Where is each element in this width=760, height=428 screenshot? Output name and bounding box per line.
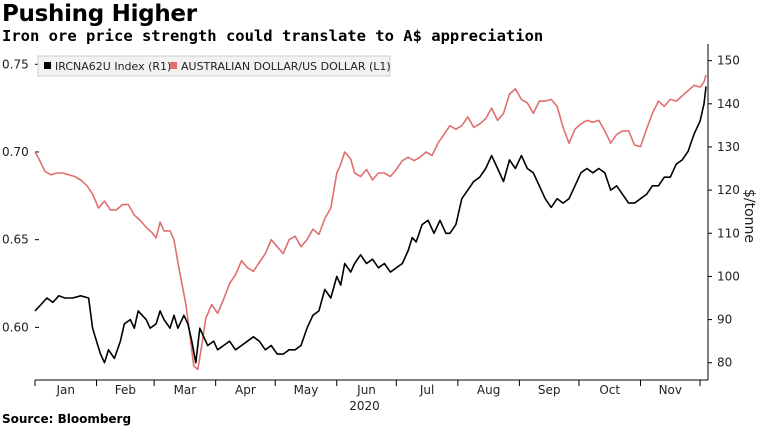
x-tick-label: Apr bbox=[235, 383, 256, 397]
right-tick-label: 90 bbox=[717, 313, 732, 327]
legend-label-iron-ore: IRCNA62U Index (R1) bbox=[55, 60, 171, 73]
right-tick-label: 120 bbox=[717, 183, 740, 197]
right-tick-label: 140 bbox=[717, 97, 740, 111]
legend-box bbox=[37, 55, 391, 77]
x-tick-label: Mar bbox=[174, 383, 197, 397]
chart-title: Pushing Higher bbox=[2, 1, 197, 27]
chart-legend: IRCNA62U Index (R1) AUSTRALIAN DOLLAR/US … bbox=[37, 55, 391, 77]
right-tick-label: 100 bbox=[717, 269, 740, 283]
x-tick-label: Feb bbox=[115, 383, 136, 397]
chart-subtitle: Iron ore price strength could translate … bbox=[2, 27, 544, 45]
right-tick-label: 130 bbox=[717, 140, 740, 154]
chart-lines bbox=[34, 74, 707, 371]
left-tick-label: 0.65 bbox=[2, 233, 29, 247]
x-tick-label: Jan bbox=[56, 383, 76, 397]
x-tick-label: Nov bbox=[659, 383, 682, 397]
x-axis-label: 2020 bbox=[349, 399, 380, 410]
iron-ore-series-line bbox=[34, 86, 707, 364]
legend-swatch-iron-ore bbox=[44, 62, 51, 69]
left-tick-label: 0.70 bbox=[2, 145, 29, 159]
right-axis-label: $/tonne bbox=[741, 189, 757, 243]
x-tick-label: Jun bbox=[356, 383, 376, 397]
left-tick-label: 0.60 bbox=[2, 320, 29, 334]
legend-label-aud: AUSTRALIAN DOLLAR/US DOLLAR (L1) bbox=[181, 60, 391, 73]
aud-usd-series-line bbox=[34, 74, 707, 371]
x-tick-label: Aug bbox=[477, 383, 500, 397]
right-tick-label: 80 bbox=[717, 356, 732, 370]
right-tick-label: 110 bbox=[717, 226, 740, 240]
x-tick-label: Jul bbox=[419, 383, 434, 397]
x-tick-label: Oct bbox=[599, 383, 620, 397]
chart-plot: 0.60 0.65 0.70 0.75 80 90 100 110 120 130 140 150 $/… bbox=[2, 44, 757, 410]
chart-axes: 0.60 0.65 0.70 0.75 80 90 100 110 120 130 140 150 $/… bbox=[2, 44, 757, 410]
x-tick-label: May bbox=[294, 383, 319, 397]
legend-swatch-aud bbox=[170, 62, 177, 69]
right-tick-label: 150 bbox=[717, 54, 740, 68]
left-tick-label: 0.75 bbox=[2, 57, 29, 71]
x-tick-label: Sep bbox=[538, 383, 561, 397]
source-note: Source: Bloomberg bbox=[2, 412, 132, 426]
